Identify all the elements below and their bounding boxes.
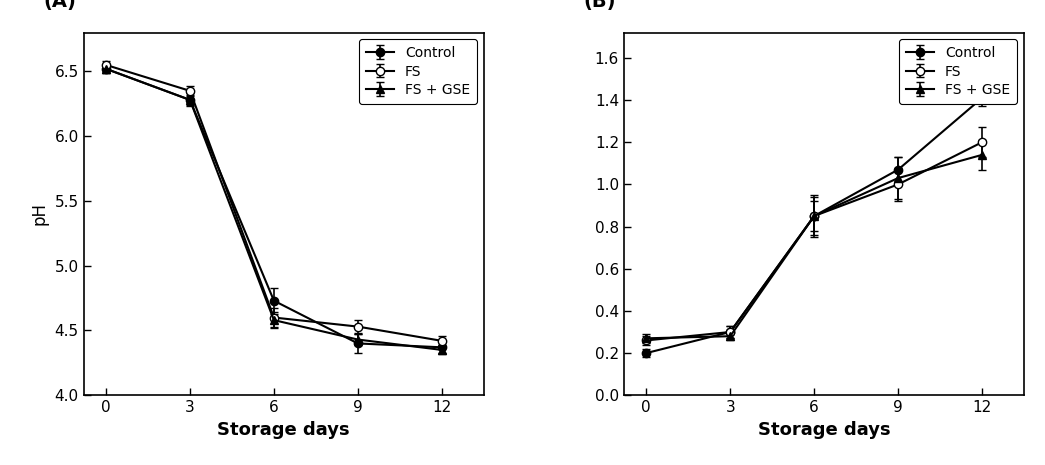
Legend: Control, FS, FS + GSE: Control, FS, FS + GSE	[900, 40, 1017, 104]
X-axis label: Storage days: Storage days	[758, 421, 890, 438]
Legend: Control, FS, FS + GSE: Control, FS, FS + GSE	[359, 40, 477, 104]
Text: (A): (A)	[44, 0, 76, 11]
Text: (B): (B)	[584, 0, 617, 11]
X-axis label: Storage days: Storage days	[217, 421, 350, 438]
Y-axis label: pH: pH	[31, 202, 49, 226]
